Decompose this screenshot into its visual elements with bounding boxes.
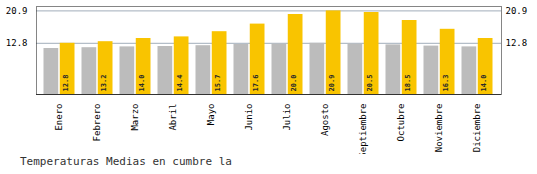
svg-text:14.0: 14.0 (138, 75, 146, 92)
svg-text:13.2: 13.2 (100, 75, 108, 92)
svg-text:20.0: 20.0 (290, 75, 298, 92)
svg-text:Marzo: Marzo (130, 104, 140, 131)
svg-text:12.8: 12.8 (62, 75, 70, 92)
svg-text:Diciembre: Diciembre (472, 104, 482, 153)
svg-text:Junio: Junio (244, 104, 254, 131)
svg-text:16.3: 16.3 (442, 75, 450, 92)
svg-text:Febrero: Febrero (92, 104, 102, 142)
svg-text:18.5: 18.5 (404, 75, 412, 92)
svg-text:Agosto: Agosto (320, 104, 330, 137)
svg-text:Septiembre: Septiembre (358, 104, 368, 155)
svg-text:20.9: 20.9 (328, 75, 336, 92)
svg-text:Julio: Julio (282, 104, 292, 131)
svg-text:20.5: 20.5 (366, 75, 374, 92)
svg-text:14.4: 14.4 (176, 75, 184, 92)
svg-text:20.9: 20.9 (6, 6, 28, 16)
svg-text:Noviembre: Noviembre (434, 104, 444, 153)
svg-text:Mayo: Mayo (206, 104, 216, 126)
svg-text:15.7: 15.7 (214, 75, 222, 92)
svg-text:Octubre: Octubre (396, 104, 406, 142)
svg-text:14.0: 14.0 (480, 75, 488, 92)
svg-text:12.8: 12.8 (6, 38, 28, 48)
svg-text:17.6: 17.6 (252, 75, 260, 92)
html-text:Temperaturas Medias en cumbre: Temperaturas Medias en cumbre la (20, 155, 232, 168)
svg-text:20.9: 20.9 (506, 6, 528, 16)
svg-text:Abril: Abril (168, 104, 178, 131)
svg-text:12.8: 12.8 (506, 38, 528, 48)
svg-text:Enero: Enero (54, 104, 64, 131)
